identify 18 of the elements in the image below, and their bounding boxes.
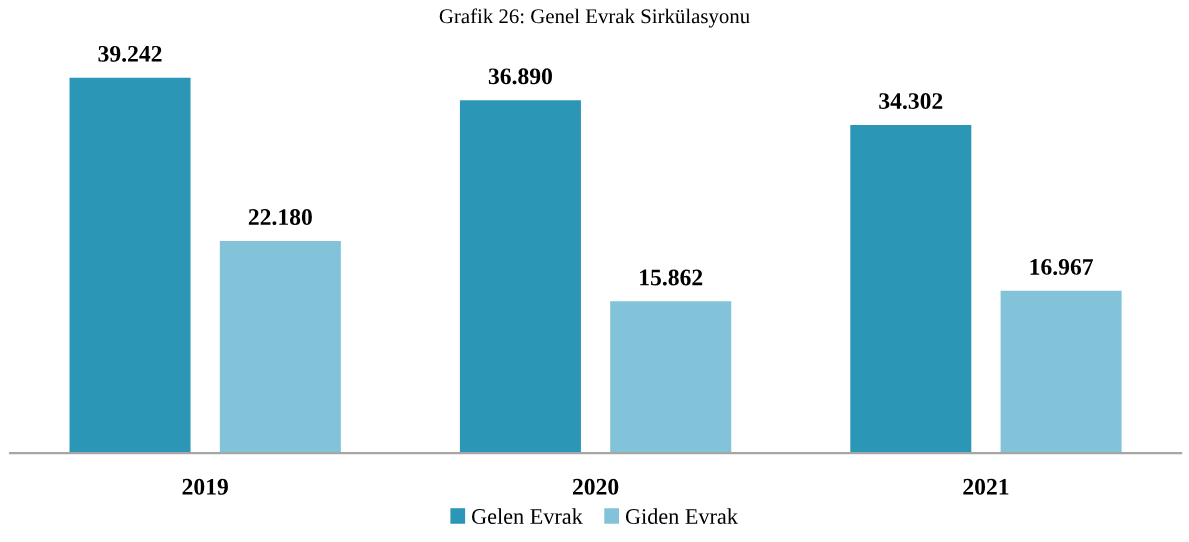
data-label: 39.242 — [98, 45, 162, 62]
x-tick-label: 2021 — [963, 478, 1009, 495]
bar — [219, 240, 341, 454]
bar — [69, 77, 191, 454]
bar — [850, 124, 972, 454]
data-label: 16.967 — [1030, 259, 1093, 275]
x-tick-label: 2019 — [182, 478, 228, 495]
bar — [459, 100, 581, 454]
data-label: 36.890 — [488, 68, 552, 85]
data-label: 15.862 — [640, 269, 703, 286]
legend-label: Giden Evrak — [625, 508, 738, 524]
chart-title: Grafik 26: Genel Evrak Sirkülasyonu — [439, 8, 750, 28]
bar — [1000, 290, 1122, 454]
x-tick-label: 2020 — [572, 478, 619, 495]
data-label: 34.302 — [879, 93, 943, 110]
legend-label: Gelen Evrak — [472, 508, 583, 524]
data-label: 22.180 — [248, 209, 312, 226]
bar — [610, 301, 732, 454]
